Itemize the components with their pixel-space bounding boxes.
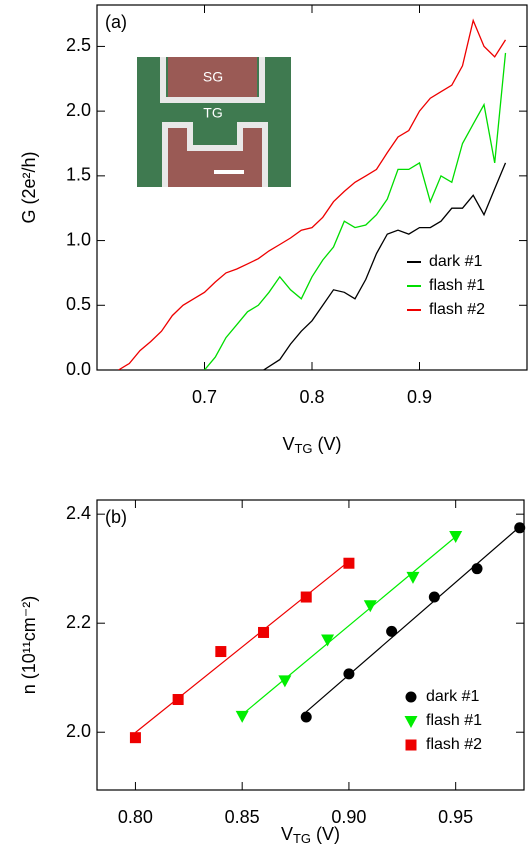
x-axis-label-part: V bbox=[282, 434, 294, 454]
inset-electrode bbox=[168, 57, 257, 97]
series-line bbox=[118, 18, 507, 370]
point bbox=[343, 557, 355, 569]
fit-line bbox=[135, 560, 350, 733]
x-tick-label: 0.85 bbox=[225, 807, 260, 827]
y-tick-label: 0.5 bbox=[66, 294, 91, 314]
legend-marker bbox=[404, 716, 418, 728]
y-axis-label: G (2e²/h) bbox=[19, 151, 39, 223]
point bbox=[235, 710, 249, 723]
x-axis-label: VTG (V) bbox=[282, 434, 341, 457]
fit-line bbox=[241, 536, 457, 716]
x-tick-label: 0.8 bbox=[299, 387, 324, 407]
fit-line bbox=[305, 526, 521, 713]
y-axis-label: n (10¹¹cm⁻²) bbox=[19, 596, 39, 695]
legend-label: flash #2 bbox=[429, 301, 485, 318]
point bbox=[278, 675, 292, 688]
x-axis-label-part: V bbox=[281, 824, 293, 844]
x-tick-label: 0.9 bbox=[407, 387, 432, 407]
point bbox=[321, 634, 335, 647]
chart-panel: 0.00.51.01.52.02.50.7 0.8 0.9(a)VTG (V)G (… bbox=[19, 4, 528, 457]
point bbox=[471, 563, 483, 575]
panel-label: (b) bbox=[105, 507, 127, 527]
point bbox=[514, 522, 526, 534]
point bbox=[406, 571, 420, 584]
point bbox=[300, 711, 312, 723]
legend-marker bbox=[405, 739, 417, 751]
point bbox=[386, 625, 398, 637]
x-axis-label-part: (V) bbox=[313, 434, 342, 454]
series-line bbox=[204, 52, 507, 370]
legend-marker bbox=[405, 691, 417, 703]
point bbox=[428, 591, 440, 603]
point bbox=[258, 626, 270, 638]
point bbox=[172, 694, 184, 706]
x-axis-label-part: (V) bbox=[311, 824, 340, 844]
y-tick-label: 1.5 bbox=[66, 165, 91, 185]
x-tick-label: 0.90 bbox=[331, 807, 366, 827]
point bbox=[363, 600, 377, 613]
series-line bbox=[263, 162, 507, 370]
point bbox=[300, 591, 312, 603]
y-tick-label: 2.5 bbox=[66, 35, 91, 55]
legend-label: dark #1 bbox=[429, 253, 482, 270]
point bbox=[343, 668, 355, 680]
inset: SG TG bbox=[137, 57, 291, 187]
panel-label: (a) bbox=[105, 12, 127, 32]
y-tick-label: 1.0 bbox=[66, 229, 91, 249]
x-axis-label: VTG (V) bbox=[281, 824, 340, 847]
inset-electrode-edge bbox=[160, 57, 265, 103]
point bbox=[449, 530, 463, 543]
x-axis-label-part: TG bbox=[294, 441, 312, 456]
legend-label: dark #1 bbox=[426, 688, 479, 705]
inset-label: SG bbox=[203, 69, 223, 85]
y-tick-label: 2.4 bbox=[66, 503, 91, 523]
x-axis-label-part: TG bbox=[293, 831, 311, 846]
inset-electrode-edge bbox=[162, 122, 268, 187]
plot-frame bbox=[96, 499, 525, 791]
legend-label: flash #2 bbox=[426, 736, 482, 753]
y-tick-label: 2.0 bbox=[66, 100, 91, 120]
inset-label: TG bbox=[203, 105, 222, 121]
y-tick-label: 2.0 bbox=[66, 721, 91, 741]
x-tick-label: 0.95 bbox=[438, 807, 473, 827]
x-tick-label: 0.80 bbox=[118, 807, 153, 827]
legend-label: flash #1 bbox=[426, 712, 482, 729]
legend-label: flash #1 bbox=[429, 277, 485, 294]
scale-bar bbox=[214, 170, 244, 174]
x-tick-label: 0.7 bbox=[192, 387, 217, 407]
chart-panel: 2.0 2.2 2.4 0.80 0.85 0.90 0.95 (b) VTG (V) n (10… bbox=[19, 499, 526, 847]
point bbox=[215, 646, 227, 658]
y-tick-label: 2.2 bbox=[66, 612, 91, 632]
point bbox=[129, 732, 141, 744]
y-tick-label: 0.0 bbox=[66, 359, 91, 379]
